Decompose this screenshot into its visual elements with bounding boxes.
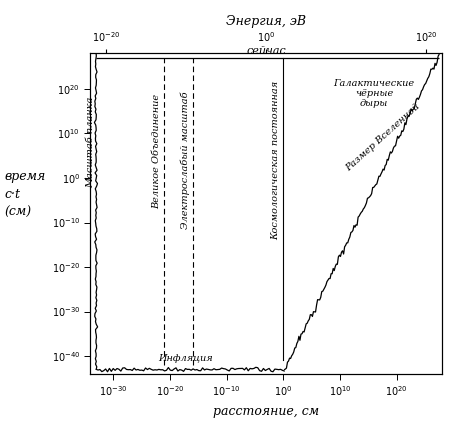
Text: Великое Объединение: Великое Объединение — [152, 94, 161, 209]
Text: Масштаб планка: Масштаб планка — [86, 97, 95, 188]
Text: время
c·t
(см): время c·t (см) — [5, 170, 46, 220]
Text: Галактические
чёрные
дыры: Галактические чёрные дыры — [334, 78, 414, 108]
X-axis label: Энергия, эВ: Энергия, эВ — [226, 15, 306, 28]
Text: Размер Вселенной: Размер Вселенной — [344, 102, 421, 174]
Text: Инфляция: Инфляция — [159, 354, 213, 363]
Text: Космологическая постоянная: Космологическая постоянная — [271, 81, 281, 240]
Text: сейчас: сейчас — [246, 46, 286, 56]
Text: Электрослабый масштаб: Электрослабый масштаб — [180, 91, 190, 229]
X-axis label: расстояние, см: расстояние, см — [213, 405, 319, 418]
